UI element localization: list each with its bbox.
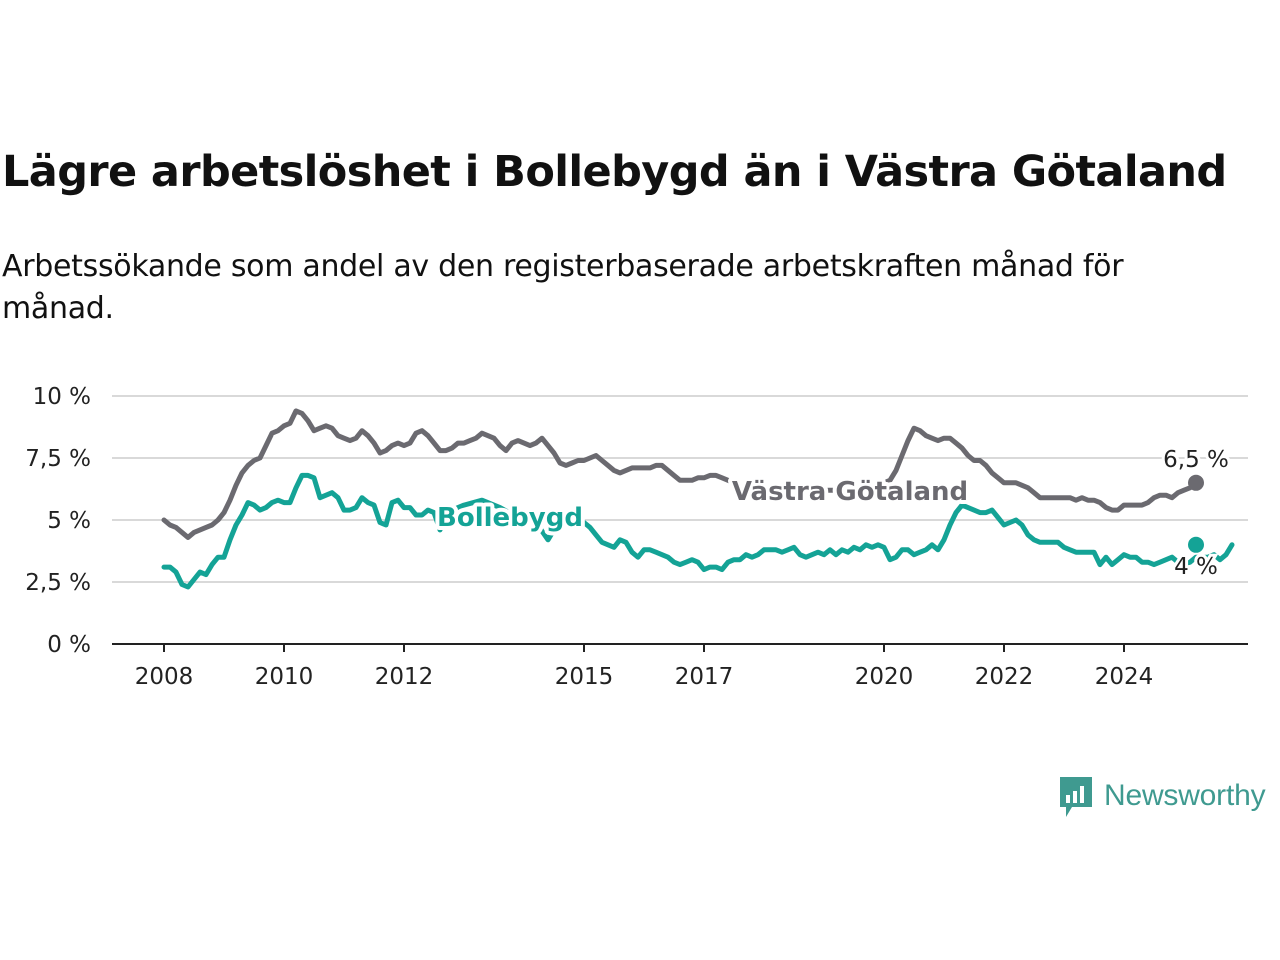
y-tick-label: 7,5 % xyxy=(25,446,91,472)
end-value-label: 4 % xyxy=(1174,554,1218,580)
series-label-v-stra-g-taland: Västra Götaland xyxy=(732,477,968,507)
end-value-label: 6,5 % xyxy=(1163,447,1229,473)
line-chart: 0 % 2,5 % 5 % 7,5 % 10 % 2008 2010 2012 2015 2017… xyxy=(25,384,1248,690)
x-tick-label: 2017 xyxy=(675,664,734,690)
chart-title: Lägre arbetslöshet i Bollebygd än i Väst… xyxy=(2,147,1227,197)
y-tick-label: 10 % xyxy=(33,384,91,410)
x-tick-label: 2024 xyxy=(1095,664,1154,690)
x-tick-label: 2012 xyxy=(375,664,434,690)
x-tick-label: 2015 xyxy=(555,664,614,690)
y-tick-label: 0 % xyxy=(47,632,91,658)
series-line-bollebygd xyxy=(161,472,1235,590)
brand-name: Newsworthy xyxy=(1104,779,1266,812)
chart-subtitle: Arbetssökande som andel av den registerb… xyxy=(2,249,1124,326)
brand-logo: Newsworthy xyxy=(1058,772,1266,820)
x-tick-label: 2020 xyxy=(855,664,914,690)
series-line-v-stra-g-taland xyxy=(161,408,1199,540)
end-point-bollebygd xyxy=(1188,536,1204,553)
x-tick-label: 2010 xyxy=(255,664,314,690)
x-tick-label: 2008 xyxy=(135,664,194,690)
y-tick-label: 5 % xyxy=(47,508,91,534)
x-tick-label: 2022 xyxy=(975,664,1034,690)
y-tick-label: 2,5 % xyxy=(25,570,91,596)
end-point-v-stra-g-taland xyxy=(1188,474,1204,491)
newsworthy-logo-icon xyxy=(1060,777,1092,817)
series-label-bollebygd: Bollebygd xyxy=(437,503,583,533)
